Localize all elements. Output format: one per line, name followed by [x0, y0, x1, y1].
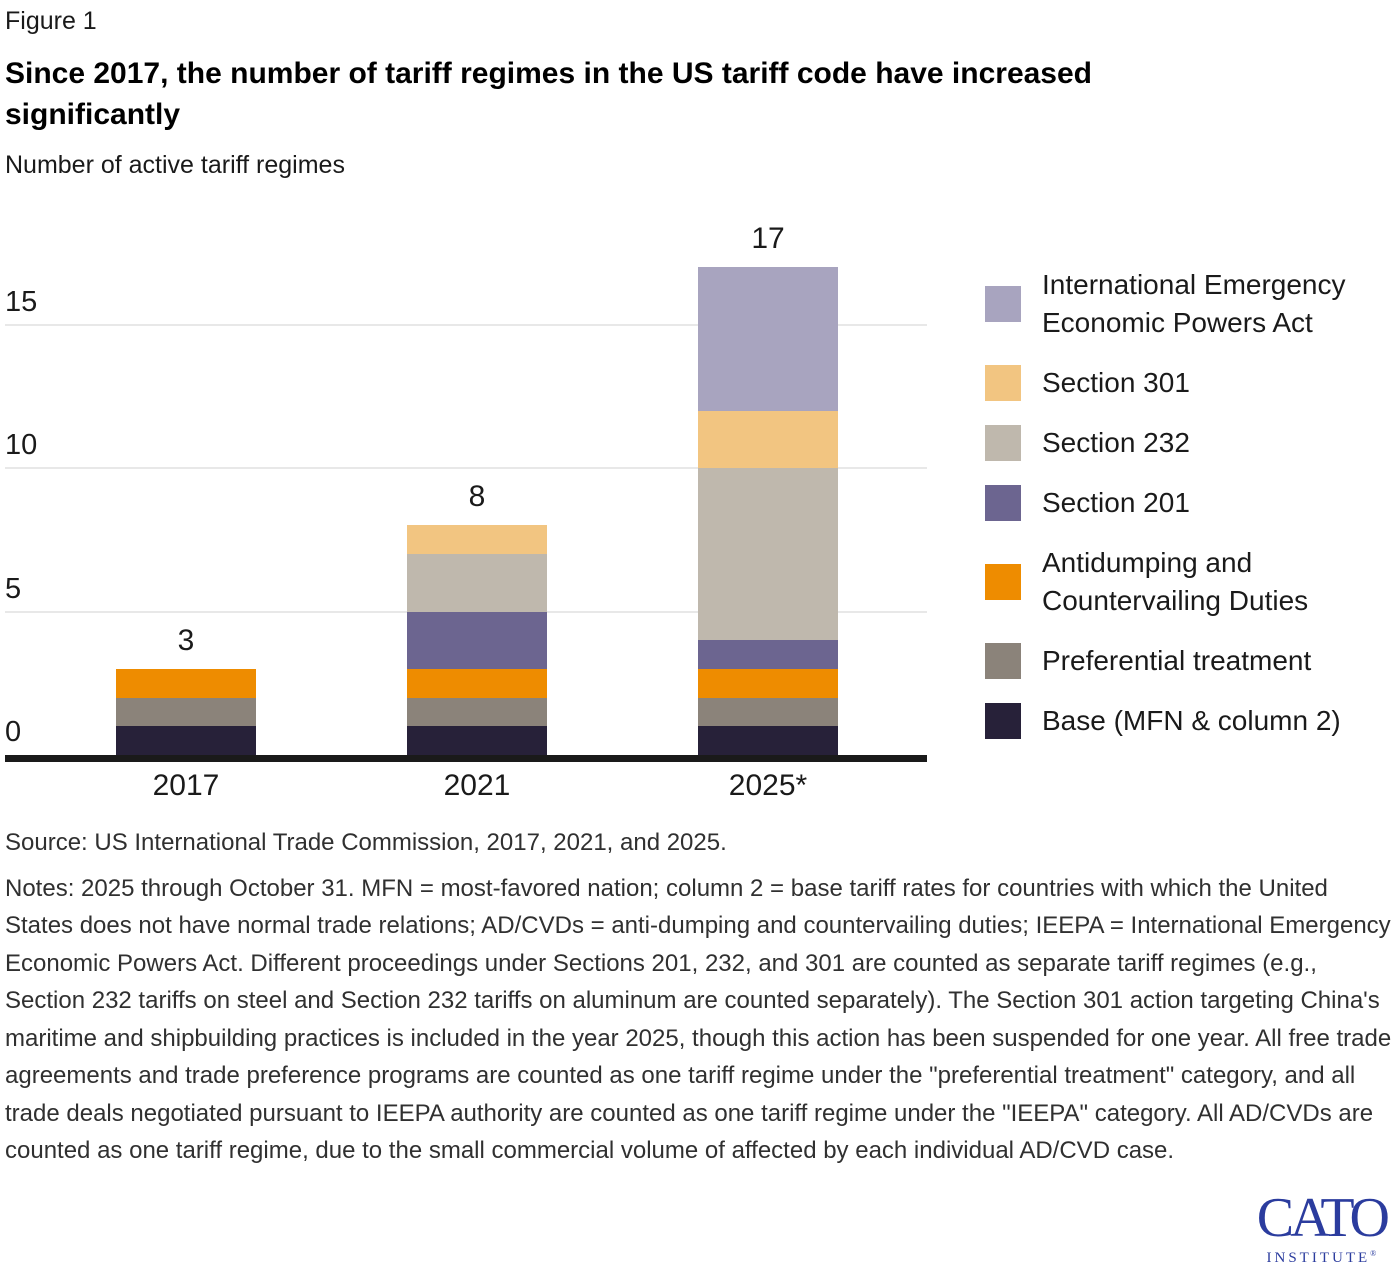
legend-item: Preferential treatment — [985, 642, 1395, 680]
y-tick-label-0: 0 — [5, 716, 22, 748]
bar-segment-2025 — [698, 697, 838, 727]
bar-2025 — [698, 230, 838, 755]
bar-segment-2021 — [407, 726, 547, 755]
legend-swatch-icon — [985, 286, 1021, 322]
bar-chart-plot-area: 0 5 10 15 3 2017 8 2021 17 2025* — [5, 223, 927, 802]
source-text: Source: US International Trade Commissio… — [5, 829, 727, 856]
legend-item: Section 201 — [985, 484, 1395, 522]
legend-swatch-icon — [985, 643, 1021, 679]
chart-title: Since 2017, the number of tariff regimes… — [5, 57, 1093, 131]
registered-mark: ® — [1370, 1249, 1377, 1258]
legend-swatch-icon — [985, 564, 1021, 600]
bar-segment-2025 — [698, 267, 838, 411]
bar-segment-2025 — [698, 726, 838, 755]
chart-legend: International Emergency Economic Powers … — [985, 266, 1395, 740]
legend-label: Preferential treatment — [1042, 645, 1312, 676]
chart-subtitle: Number of active tariff regimes — [5, 151, 345, 179]
legend-item: Section 232 — [985, 424, 1395, 462]
bar-segment-2025 — [698, 410, 838, 468]
x-tick-label-2021: 2021 — [443, 769, 511, 802]
bar-segment-2021 — [407, 611, 547, 669]
bar-segment-2025 — [698, 640, 838, 669]
legend-item: International Emergency Economic Powers … — [985, 266, 1395, 342]
legend-label: Antidumping and Countervailing Duties — [1042, 547, 1309, 616]
bar-segment-2025 — [698, 668, 838, 698]
figure-label: Figure 1 — [5, 7, 97, 35]
legend-item: Section 301 — [985, 364, 1395, 402]
x-tick-label-2025: 2025* — [728, 769, 808, 802]
bar-2017 — [116, 230, 256, 755]
legend-label: Section 201 — [1042, 487, 1190, 518]
bar-2021 — [407, 230, 547, 755]
legend-swatch-icon — [985, 485, 1021, 521]
bar-segment-2021 — [407, 554, 547, 612]
legend-item: Base (MFN & column 2) — [985, 702, 1395, 740]
legend-swatch-icon — [985, 425, 1021, 461]
gridline-y-15 — [5, 323, 927, 326]
bar-segment-2021 — [407, 668, 547, 698]
legend-label: Base (MFN & column 2) — [1042, 705, 1341, 736]
legend-label: Section 301 — [1042, 367, 1190, 398]
cato-institute-logo: CATO INSTITUTE® — [1256, 1187, 1390, 1267]
bar-segment-2021 — [407, 697, 547, 727]
gridline-y-10 — [5, 467, 927, 469]
cato-logo-wordmark: CATO — [1256, 1187, 1390, 1249]
bar-segment-2017 — [116, 726, 256, 755]
bar-segment-2021 — [407, 525, 547, 555]
y-tick-label-10: 10 — [5, 429, 38, 461]
legend-label: Section 232 — [1042, 427, 1190, 458]
gridline-y-5 — [5, 610, 927, 613]
bar-total-label-2025: 17 — [751, 222, 785, 256]
bar-segment-2017 — [116, 697, 256, 727]
legend-item: Antidumping and Countervailing Duties — [985, 544, 1395, 620]
y-tick-label-5: 5 — [5, 572, 22, 605]
x-axis-line — [5, 755, 927, 762]
cato-logo-subtext: INSTITUTE® — [1266, 1249, 1377, 1266]
notes-text: Notes: 2025 through October 31. MFN = mo… — [5, 874, 1392, 1165]
bar-segment-2025 — [698, 468, 838, 641]
legend-label: International Emergency Economic Powers … — [1042, 269, 1346, 338]
bar-total-label-2017: 3 — [177, 623, 195, 657]
chart-footer: Source: US International Trade Commissio… — [5, 824, 1397, 1170]
x-tick-label-2017: 2017 — [152, 769, 220, 802]
legend-swatch-icon — [985, 365, 1021, 401]
legend-swatch-icon — [985, 703, 1021, 739]
bar-segment-2017 — [116, 668, 256, 698]
y-tick-label-15: 15 — [5, 285, 38, 318]
chart-header: Figure 1 Since 2017, the number of tarif… — [5, 6, 1385, 180]
bar-total-label-2021: 8 — [468, 480, 486, 514]
